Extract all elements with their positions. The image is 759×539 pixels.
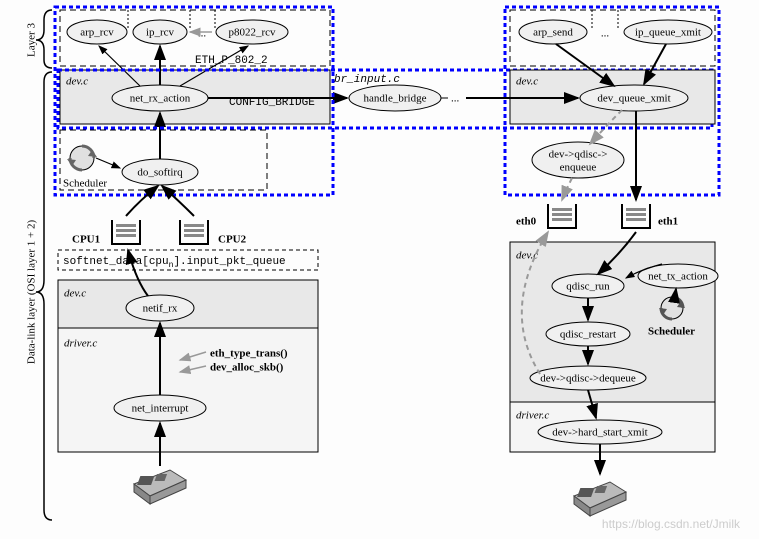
eth0-label: eth0 bbox=[516, 216, 537, 228]
brace-layer3 bbox=[36, 10, 52, 68]
dev-queue-xmit-text: dev_queue_xmit bbox=[597, 93, 670, 105]
scheduler-right-label: Scheduler bbox=[648, 326, 695, 338]
qdisc-dequeue-text: dev->qdisc->dequeue bbox=[540, 373, 636, 385]
brace-datalink bbox=[36, 72, 52, 520]
net-rx-action-text: net_rx_action bbox=[130, 93, 191, 105]
netif-rx-text: netif_rx bbox=[143, 303, 178, 315]
right-driverc-label: driver.c bbox=[516, 410, 549, 422]
dev-alloc-skb: dev_alloc_skb() bbox=[210, 362, 284, 374]
qdisc-enqueue-text1: dev->qdisc-> bbox=[549, 149, 608, 161]
cpu2-queue-icon bbox=[180, 220, 208, 244]
eth-type-trans: eth_type_trans() bbox=[210, 348, 288, 360]
ip-queue-xmit-text: ip_queue_xmit bbox=[635, 27, 701, 39]
right-dots: ... bbox=[601, 28, 610, 40]
net-tx-action-text: net_tx_action bbox=[648, 271, 708, 283]
arp-rcv-text: arp_rcv bbox=[80, 27, 114, 39]
left-driverc-label: driver.c bbox=[64, 338, 97, 350]
left-devc-lower-label: dev.c bbox=[64, 288, 86, 300]
datalink-label: Data-link layer (OSI layer 1 + 2) bbox=[26, 220, 38, 365]
cpu1-label: CPU1 bbox=[72, 234, 100, 246]
hard-start-xmit-text: dev->hard_start_xmit bbox=[552, 427, 647, 439]
ip-rcv-text: ip_rcv bbox=[146, 27, 175, 39]
eth0-queue-icon bbox=[548, 204, 576, 228]
right-devc-lower-label: dev.c bbox=[516, 250, 538, 262]
handle-bridge-text: handle_bridge bbox=[364, 93, 427, 105]
qdisc-run-text: qdisc_run bbox=[566, 281, 610, 293]
softnet-label: softnet_data[cpun].input_pkt_queue bbox=[63, 256, 286, 270]
net-interrupt-text: net_interrupt bbox=[132, 403, 189, 415]
qdisc-restart-text: qdisc_restart bbox=[560, 329, 616, 341]
nic-card-right bbox=[574, 482, 626, 516]
handle-bridge-dots: ... bbox=[451, 93, 460, 105]
right-devc-upper-label: dev.c bbox=[516, 76, 538, 88]
scheduler-icon bbox=[67, 146, 97, 170]
eth1-queue-icon bbox=[622, 204, 650, 228]
eth-p-8022: ETH_P_802_2 bbox=[195, 55, 268, 67]
arp-send-text: arp_send bbox=[533, 27, 573, 39]
do-softirq-text: do_softirq bbox=[137, 167, 183, 179]
cpu1-queue-icon bbox=[112, 220, 140, 244]
diagram-canvas: Layer 3 Data-link layer (OSI layer 1 + 2… bbox=[0, 0, 759, 539]
nic-card-left bbox=[134, 470, 186, 504]
eth1-label: eth1 bbox=[658, 216, 678, 228]
watermark: https://blog.csdn.net/Jmilk bbox=[602, 517, 741, 531]
qdisc-enqueue-text2: enqueue bbox=[560, 162, 597, 174]
layer3-dots-left: ... bbox=[198, 28, 207, 40]
br-input-label: br_input.c bbox=[334, 74, 400, 86]
scheduler-label: Scheduler bbox=[63, 178, 107, 190]
p8022-rcv-text: p8022_rcv bbox=[228, 27, 276, 39]
cpu2-label: CPU2 bbox=[218, 234, 247, 246]
layer3-label: Layer 3 bbox=[26, 23, 38, 57]
left-devc-upper-label: dev.c bbox=[66, 76, 88, 88]
